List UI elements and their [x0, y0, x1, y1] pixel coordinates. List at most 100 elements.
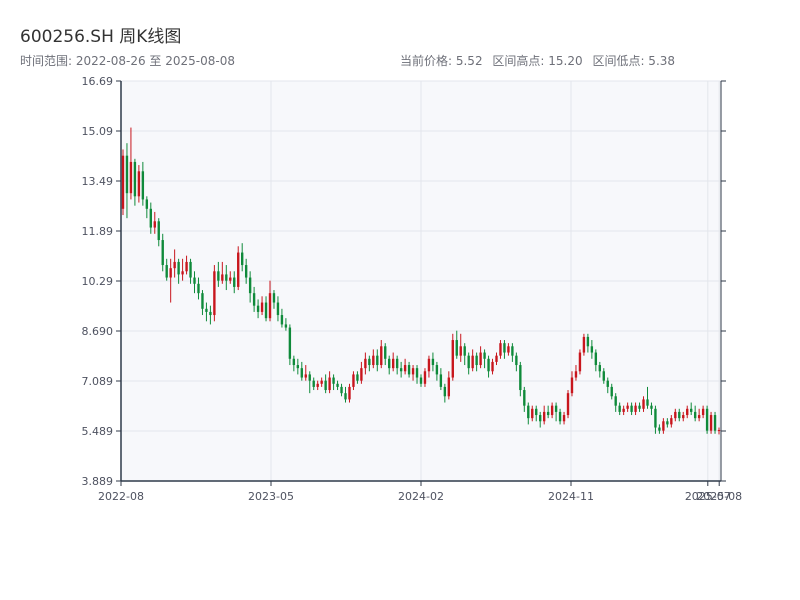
candle-up	[360, 368, 363, 381]
candle-up	[348, 386, 351, 400]
candle-up	[304, 374, 307, 378]
candle-down	[435, 365, 439, 375]
candle-up	[229, 277, 232, 281]
candle-down	[201, 293, 204, 309]
candle-down	[165, 265, 168, 278]
candle-down	[658, 427, 661, 431]
candle-down	[288, 327, 292, 359]
x-tick-label: 2025-08	[696, 490, 742, 503]
candle-up	[427, 358, 431, 372]
candle-down	[384, 346, 387, 359]
candle-down	[463, 346, 466, 356]
candle-up	[686, 408, 689, 416]
candle-up	[221, 274, 224, 281]
candle-up	[642, 399, 645, 409]
candle-up	[662, 421, 665, 431]
candle-down	[256, 305, 260, 312]
candle-down	[614, 396, 617, 406]
candle-down	[546, 411, 550, 416]
candle-down	[241, 252, 244, 266]
candle-down	[264, 302, 268, 319]
chart-title: 600256.SH 周K线图	[20, 27, 182, 47]
candle-down	[248, 277, 252, 294]
candle-up	[352, 374, 355, 387]
candle-down	[308, 374, 311, 381]
candle-down	[395, 358, 399, 369]
candle-down	[324, 380, 327, 391]
candle-up	[153, 221, 156, 228]
candle-up	[320, 380, 323, 384]
x-tick-label: 2024-11	[548, 490, 594, 503]
current-price-label: 当前价格: 5.52	[400, 54, 483, 68]
candle-up	[237, 252, 240, 287]
x-tick-label: 2025-07	[685, 490, 731, 503]
candle-up	[574, 371, 578, 378]
candle-down	[312, 380, 315, 387]
candle-down	[443, 386, 447, 397]
candle-up	[213, 271, 216, 316]
y-tick-label: 5.489	[82, 425, 114, 438]
candle-up	[697, 415, 701, 419]
candle-down	[141, 171, 145, 200]
candle-down	[705, 408, 709, 431]
candle-down	[467, 355, 470, 369]
candle-up	[129, 161, 133, 194]
x-tick-label: 2022-08	[98, 490, 144, 503]
candle-down	[276, 302, 280, 316]
candle-down	[590, 346, 594, 353]
candle-down	[515, 355, 518, 366]
candle-down	[376, 355, 379, 366]
candle-down	[690, 408, 693, 412]
candle-down	[646, 399, 649, 406]
candle-down	[598, 365, 601, 372]
candle-down	[161, 240, 164, 266]
candle-up	[411, 368, 415, 375]
candle-up	[622, 408, 625, 412]
candle-down	[419, 377, 423, 384]
candle-up	[173, 261, 176, 269]
candle-up	[582, 336, 586, 353]
candle-down	[336, 383, 339, 387]
candle-down	[415, 368, 419, 378]
candle-down	[519, 365, 522, 391]
candle-down	[713, 415, 717, 431]
candle-up	[670, 418, 673, 425]
candle-up	[495, 355, 498, 362]
candle-up	[499, 343, 502, 356]
candle-down	[554, 405, 558, 412]
candle-up	[531, 408, 534, 419]
candle-down	[678, 411, 681, 419]
candle-down	[487, 358, 490, 372]
candle-up	[626, 405, 629, 409]
candle-up	[372, 355, 375, 366]
candle-down	[233, 277, 236, 287]
candle-up	[423, 371, 427, 384]
candle-down	[145, 199, 149, 209]
candle-up	[260, 302, 264, 312]
candle-up	[121, 155, 125, 209]
candle-down	[209, 311, 212, 316]
candle-down	[177, 261, 180, 275]
candle-down	[205, 308, 208, 312]
candle-down	[558, 411, 562, 422]
candle-down	[602, 371, 605, 381]
y-tick-label: 13.49	[82, 175, 114, 188]
candle-up	[459, 346, 462, 356]
candle-down	[586, 336, 590, 347]
y-tick-label: 15.09	[82, 125, 114, 138]
candle-up	[471, 355, 474, 369]
candle-up	[682, 415, 685, 419]
y-tick-label: 11.89	[82, 225, 114, 238]
x-tick-label: 2023-05	[248, 490, 294, 503]
y-tick-label: 16.69	[82, 75, 114, 88]
candle-up	[701, 408, 705, 416]
y-tick-label: 10.29	[82, 275, 114, 288]
candle-down	[594, 352, 598, 366]
candle-up	[380, 346, 383, 366]
candle-down	[407, 365, 411, 375]
date-range-label: 时间范围: 2022-08-26 至 2025-08-08	[20, 54, 235, 68]
candle-down	[157, 221, 160, 241]
candle-down	[654, 408, 657, 428]
candle-down	[606, 380, 609, 387]
